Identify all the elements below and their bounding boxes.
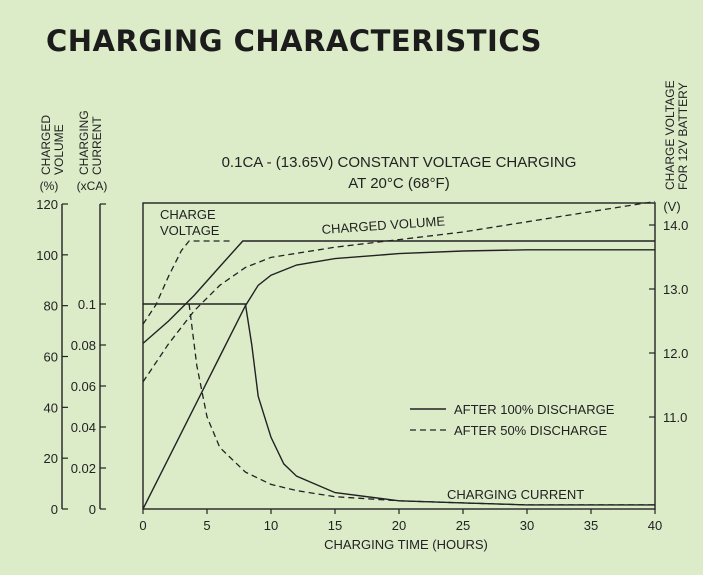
x-tick-label: 15 xyxy=(328,518,342,533)
legend-item-50: AFTER 50% DISCHARGE xyxy=(454,423,607,438)
voltage-axis-label-line2: FOR 12V BATTERY xyxy=(676,82,690,190)
voltage-tick-label: 14.0 xyxy=(663,218,688,233)
x-tick-label: 25 xyxy=(456,518,470,533)
voltage-tick-label: 12.0 xyxy=(663,346,688,361)
voltage-tick-label: 13.0 xyxy=(663,282,688,297)
x-tick-label: 20 xyxy=(392,518,406,533)
x-tick-label: 30 xyxy=(520,518,534,533)
voltage-axis-label-line1: CHARGE VOLTAGE xyxy=(663,80,677,190)
volume-tick-label: 20 xyxy=(44,451,58,466)
charging-current-50-line xyxy=(188,303,655,506)
charged-volume-50-line xyxy=(142,200,656,383)
legend-item-100: AFTER 100% DISCHARGE xyxy=(454,402,615,417)
current-tick-label: 0 xyxy=(89,502,96,517)
charge-voltage-100-line xyxy=(142,240,655,344)
page-title: CHARGING CHARACTERISTICS xyxy=(46,24,543,58)
charge-voltage-annotation-line1: CHARGE xyxy=(160,207,216,222)
x-tick-label: 40 xyxy=(648,518,662,533)
current-axis-unit: (xCA) xyxy=(77,179,108,193)
series-layer xyxy=(142,200,656,510)
x-tick-label: 0 xyxy=(139,518,146,533)
charge-voltage-50-line xyxy=(142,240,233,325)
volume-axis-label-line1: CHARGED xyxy=(39,115,53,175)
volume-axis-unit: (%) xyxy=(40,179,59,193)
x-tick-label: 5 xyxy=(203,518,210,533)
charging-current-annotation: CHARGING CURRENT xyxy=(447,487,584,502)
current-tick-label: 0.06 xyxy=(71,379,96,394)
x-tick-label: 35 xyxy=(584,518,598,533)
volume-tick-label: 80 xyxy=(44,299,58,314)
voltage-tick-label: 11.0 xyxy=(663,410,687,425)
current-tick-label: 0.02 xyxy=(71,461,96,476)
volume-tick-label: 40 xyxy=(44,400,58,415)
chart-subtitle-line2: AT 20°C (68°F) xyxy=(348,175,449,192)
charge-voltage-annotation-line2: VOLTAGE xyxy=(160,223,220,238)
x-tick-label: 10 xyxy=(264,518,278,533)
legend: AFTER 100% DISCHARGE AFTER 50% DISCHARGE xyxy=(410,402,615,438)
x-axis-label: CHARGING TIME (HOURS) xyxy=(324,537,488,552)
volume-tick-label: 100 xyxy=(36,248,58,263)
volume-tick-label: 60 xyxy=(44,350,58,365)
axes-layer: 0 5 10 15 20 25 30 35 40 0 20 40 60 80 100 120 0 0.02 0.04… xyxy=(36,197,688,533)
voltage-axis-unit: (V) xyxy=(663,199,680,214)
current-axis-label-line1: CHARGING xyxy=(77,110,91,175)
current-tick-label: 0.04 xyxy=(71,420,96,435)
charged-volume-100-line xyxy=(142,249,655,510)
volume-tick-label: 120 xyxy=(36,197,58,212)
current-axis-label-line2: CURRENT xyxy=(90,116,104,175)
current-tick-label: 0.08 xyxy=(71,338,96,353)
charged-volume-annotation: CHARGED VOLUME xyxy=(321,213,446,237)
volume-axis-label-line2: VOLUME xyxy=(52,124,66,175)
current-tick-label: 0.1 xyxy=(78,297,96,312)
chart-subtitle: 0.1CA - (13.65V) CONSTANT VOLTAGE CHARGI… xyxy=(222,154,577,171)
volume-tick-label: 0 xyxy=(51,502,58,517)
